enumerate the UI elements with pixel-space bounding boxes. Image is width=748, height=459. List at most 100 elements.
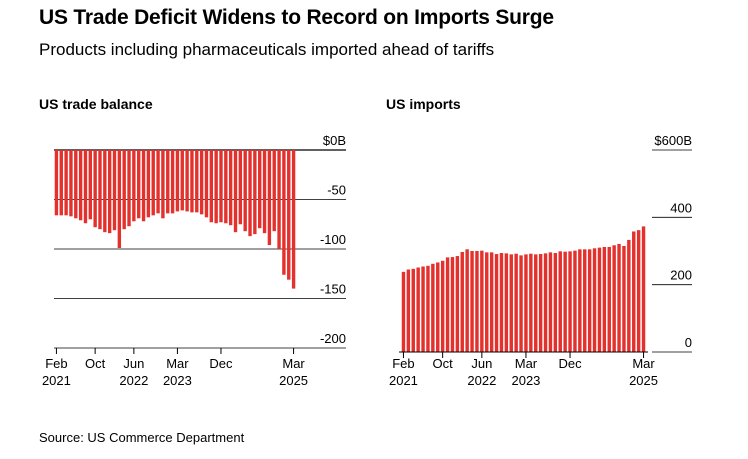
balance-bar	[98, 150, 102, 230]
imports-bar	[494, 254, 499, 352]
balance-bar	[287, 150, 291, 280]
balance-bar	[127, 150, 131, 227]
balance-bar	[199, 150, 204, 215]
imports-bar	[534, 254, 538, 352]
imports-bar	[641, 226, 646, 352]
imports-bar	[485, 252, 489, 352]
trade-balance-chart: $0B -50 -100 -150 -200 Feb 2021 Oct Jun 2022 Mar 20…	[42, 133, 346, 388]
imports-bar	[470, 251, 474, 352]
balance-bar	[238, 150, 243, 225]
imports-xtick-label: Oct	[433, 356, 454, 371]
balance-xtick-year-label: 2021	[42, 373, 71, 388]
imports-xtick-year-label: 2022	[467, 373, 496, 388]
imports-ytick-label: 0	[685, 335, 692, 350]
balance-bar	[78, 150, 83, 221]
imports-bar	[602, 246, 607, 352]
balance-bar	[233, 150, 238, 233]
imports-bar	[401, 271, 406, 352]
balance-xtick-label: Feb	[45, 356, 67, 371]
balance-xtick-label: Mar	[282, 356, 305, 371]
imports-xtick-label: Jun	[471, 356, 492, 371]
imports-bar	[519, 255, 523, 352]
balance-bar	[180, 150, 184, 211]
balance-bar	[228, 150, 233, 226]
balance-bar	[166, 150, 170, 214]
imports-bar	[489, 252, 494, 352]
imports-bar	[416, 267, 420, 352]
imports-bar	[632, 231, 636, 352]
imports-bar	[553, 253, 558, 352]
balance-bar	[161, 150, 165, 219]
imports-bar	[509, 254, 513, 352]
imports-bar	[583, 249, 587, 352]
imports-ytick-label: $600B	[654, 133, 692, 148]
balance-bar	[262, 150, 267, 234]
imports-ytick-label: 200	[670, 268, 692, 283]
imports-bar	[480, 250, 484, 352]
balance-bar	[88, 150, 92, 220]
balance-bar	[258, 150, 262, 229]
imports-bar	[460, 252, 464, 352]
balance-bar	[137, 150, 141, 219]
imports-bar	[612, 245, 616, 352]
balance-bar	[248, 150, 252, 237]
imports-bar	[504, 253, 509, 352]
imports-bar	[465, 249, 469, 352]
balance-bar	[146, 150, 151, 218]
balance-bar	[243, 150, 247, 232]
balance-bar	[185, 150, 189, 212]
imports-bar	[548, 252, 553, 352]
imports-bar	[568, 251, 572, 352]
imports-bar	[597, 247, 602, 352]
balance-bar	[54, 150, 59, 216]
imports-bar	[543, 253, 548, 352]
balance-bar	[112, 150, 117, 231]
balance-bar	[122, 150, 126, 230]
imports-xtick-label: Dec	[558, 356, 582, 371]
balance-bar	[107, 150, 112, 234]
imports-xtick-label: Feb	[392, 356, 414, 371]
imports-bar	[558, 251, 562, 352]
imports-bar	[411, 268, 415, 352]
imports-bar	[514, 253, 518, 352]
balance-bar	[156, 150, 160, 214]
balance-xtick-label: Oct	[85, 356, 106, 371]
balance-xtick-year-label: 2023	[163, 373, 192, 388]
balance-bar	[83, 150, 88, 224]
imports-bar	[421, 266, 425, 352]
balance-ytick-label: -150	[320, 282, 346, 297]
balance-bar	[291, 150, 296, 289]
balance-bar	[103, 150, 107, 233]
imports-xtick-year-label: 2023	[511, 373, 540, 388]
imports-bar	[563, 251, 567, 352]
balance-bar	[141, 150, 146, 222]
balance-bar	[64, 150, 68, 216]
balance-xtick-label: Jun	[123, 356, 144, 371]
imports-xtick-year-label: 2025	[629, 373, 658, 388]
imports-xtick-label: Mar	[515, 356, 538, 371]
imports-bar	[431, 263, 435, 352]
balance-bar	[190, 150, 194, 213]
balance-bar	[195, 150, 199, 213]
balance-ytick-label: $0B	[323, 133, 346, 148]
balance-bar	[224, 150, 228, 224]
balance-bar	[272, 150, 276, 232]
balance-bar	[277, 150, 281, 249]
balance-bar	[151, 150, 155, 216]
balance-ytick-label: -200	[320, 331, 346, 346]
chart-title: US Trade Deficit Widens to Record on Imp…	[39, 6, 554, 29]
balance-bar	[209, 150, 213, 223]
imports-bar	[587, 249, 592, 352]
balance-bar	[132, 150, 136, 222]
balance-bar	[253, 150, 257, 235]
balance-bar	[74, 150, 78, 219]
imports-bar	[592, 248, 597, 352]
imports-bar	[475, 251, 479, 352]
imports-bar	[450, 257, 455, 352]
imports-ytick-label: 400	[670, 200, 692, 215]
balance-bar	[117, 150, 122, 249]
balance-bar	[93, 150, 97, 228]
imports-bar	[524, 254, 528, 352]
balance-xtick-year-label: 2022	[119, 373, 148, 388]
